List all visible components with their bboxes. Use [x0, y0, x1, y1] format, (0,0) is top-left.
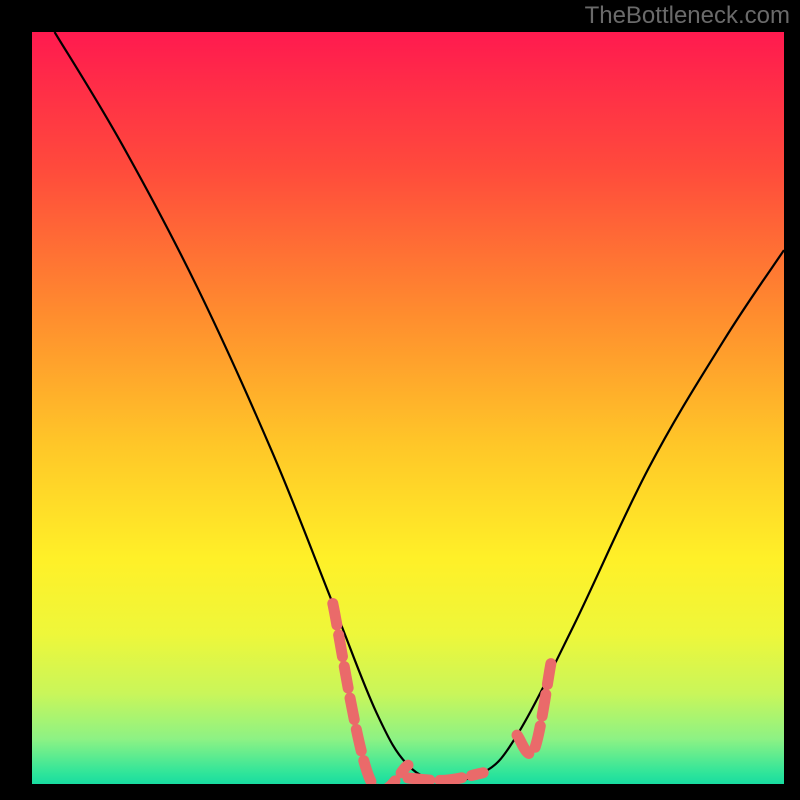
plot-area	[32, 32, 784, 784]
watermark-text: TheBottleneck.com	[585, 2, 790, 30]
plot-svg	[32, 32, 784, 784]
gradient-background	[32, 32, 784, 784]
